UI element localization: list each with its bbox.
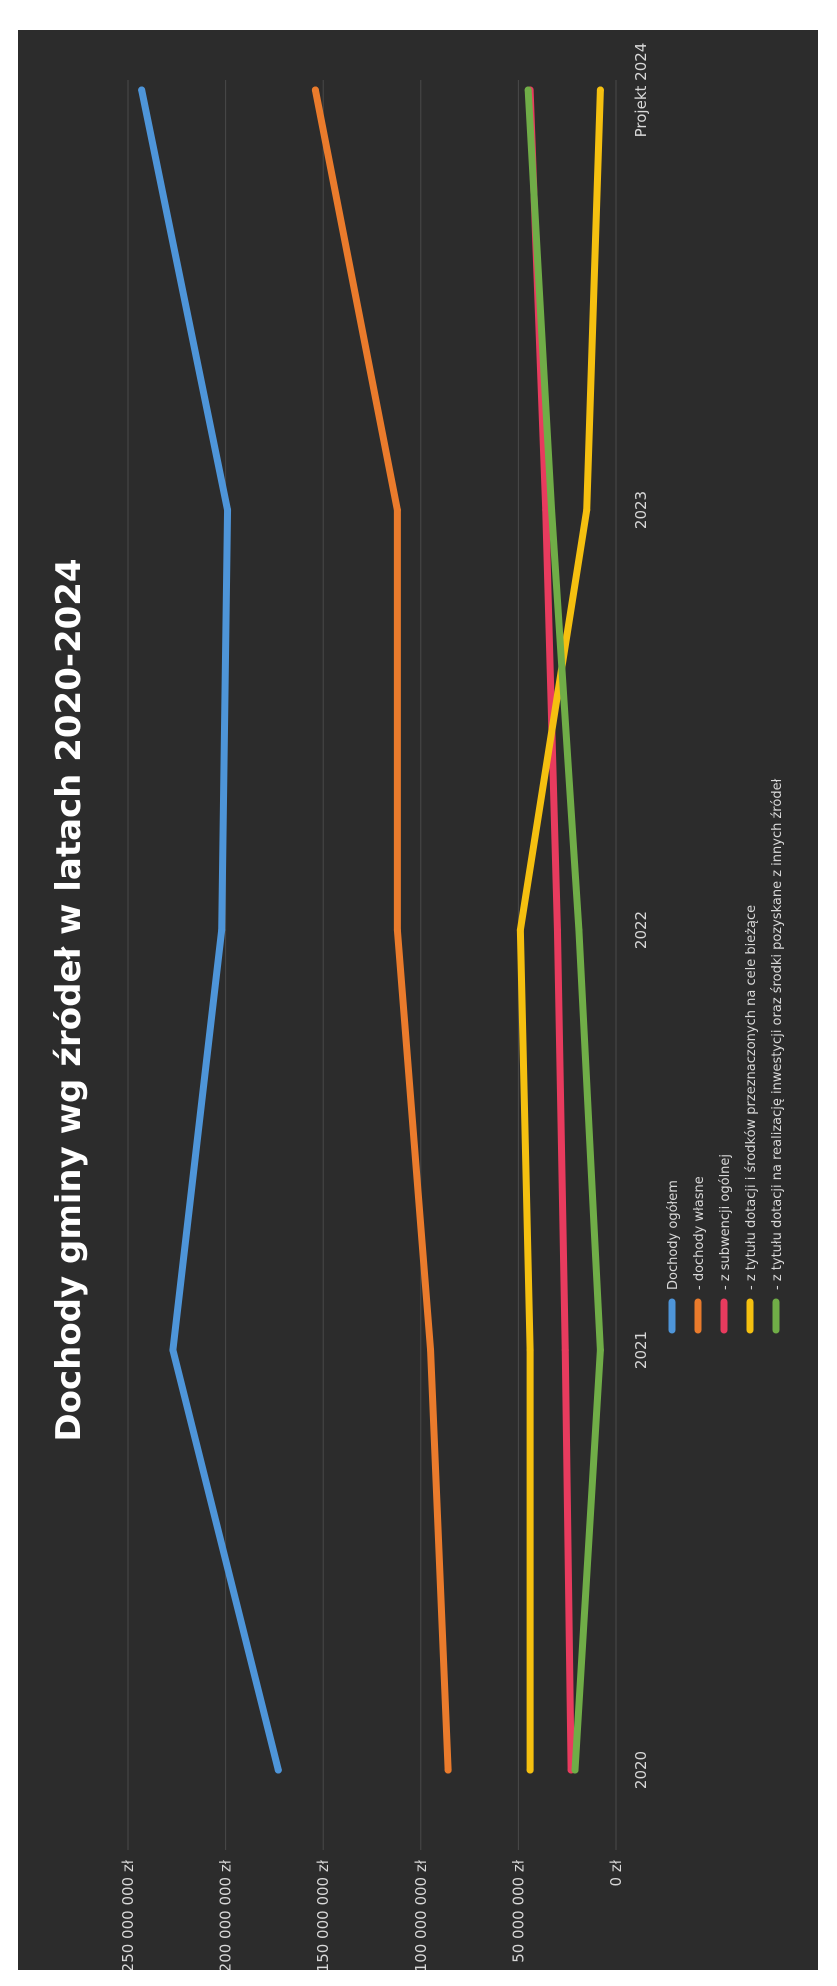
- data-point: [393, 926, 401, 934]
- x-tick-label: 2020: [632, 1751, 650, 1789]
- data-point: [393, 506, 401, 514]
- y-tick-label: 100 000 000 zł: [412, 1859, 430, 1970]
- data-point: [138, 86, 146, 94]
- y-axis: 0 zł 50 000 000 zł 100 000 000 zł 150 000 0…: [119, 1859, 625, 1970]
- series-line: [138, 86, 282, 1774]
- series-line: [526, 86, 575, 1774]
- y-tick-label: 0 zł: [607, 1859, 625, 1886]
- data-point: [571, 1766, 579, 1774]
- data-point: [575, 926, 583, 934]
- data-point: [526, 1346, 534, 1354]
- data-point: [596, 86, 604, 94]
- data-point: [224, 506, 232, 514]
- series-line: [311, 86, 452, 1774]
- x-tick-label: Projekt 2024: [632, 43, 650, 138]
- y-tick-label: 250 000 000 zł: [119, 1859, 137, 1970]
- legend: Dochody ogółem - dochody własne - z subwen…: [666, 778, 785, 1334]
- data-point: [524, 86, 532, 94]
- legend-label: - dochody własne: [692, 1176, 707, 1290]
- x-tick-label: 2021: [632, 1331, 650, 1369]
- data-point: [218, 926, 226, 934]
- data-point: [274, 1766, 282, 1774]
- y-tick-label: 50 000 000 zł: [509, 1859, 527, 1963]
- y-tick-label: 150 000 000 zł: [314, 1859, 332, 1970]
- data-point: [548, 506, 556, 514]
- legend-label: Dochody ogółem: [666, 1180, 681, 1290]
- chart-background: [18, 30, 818, 1970]
- data-point: [542, 506, 550, 514]
- x-tick-label: 2022: [632, 911, 650, 949]
- data-point: [526, 1766, 534, 1774]
- data-point: [427, 1346, 435, 1354]
- data-point: [311, 86, 319, 94]
- x-axis: 2020 2021 2022 2023 Projekt 2024: [632, 43, 650, 1789]
- data-point: [169, 1346, 177, 1354]
- x-tick-label: 2023: [632, 491, 650, 529]
- data-point: [561, 1346, 569, 1354]
- y-tick-label: 200 000 000 zł: [217, 1859, 235, 1970]
- data-point: [596, 1346, 604, 1354]
- plot-area: [138, 86, 604, 1774]
- legend-label: - z tytułu dotacji na realizację inwesty…: [770, 778, 785, 1290]
- chart-title: Dochody gminy wg źródeł w latach 2020-20…: [49, 558, 89, 1441]
- data-point: [444, 1766, 452, 1774]
- data-point: [583, 506, 591, 514]
- legend-label: - z tytułu dotacji i środków przeznaczon…: [744, 905, 759, 1290]
- chart: Dochody gminy wg źródeł w latach 2020-20…: [49, 43, 785, 1970]
- data-point: [516, 926, 524, 934]
- legend-label: - z subwencji ogólnej: [718, 1154, 733, 1290]
- data-point: [553, 926, 561, 934]
